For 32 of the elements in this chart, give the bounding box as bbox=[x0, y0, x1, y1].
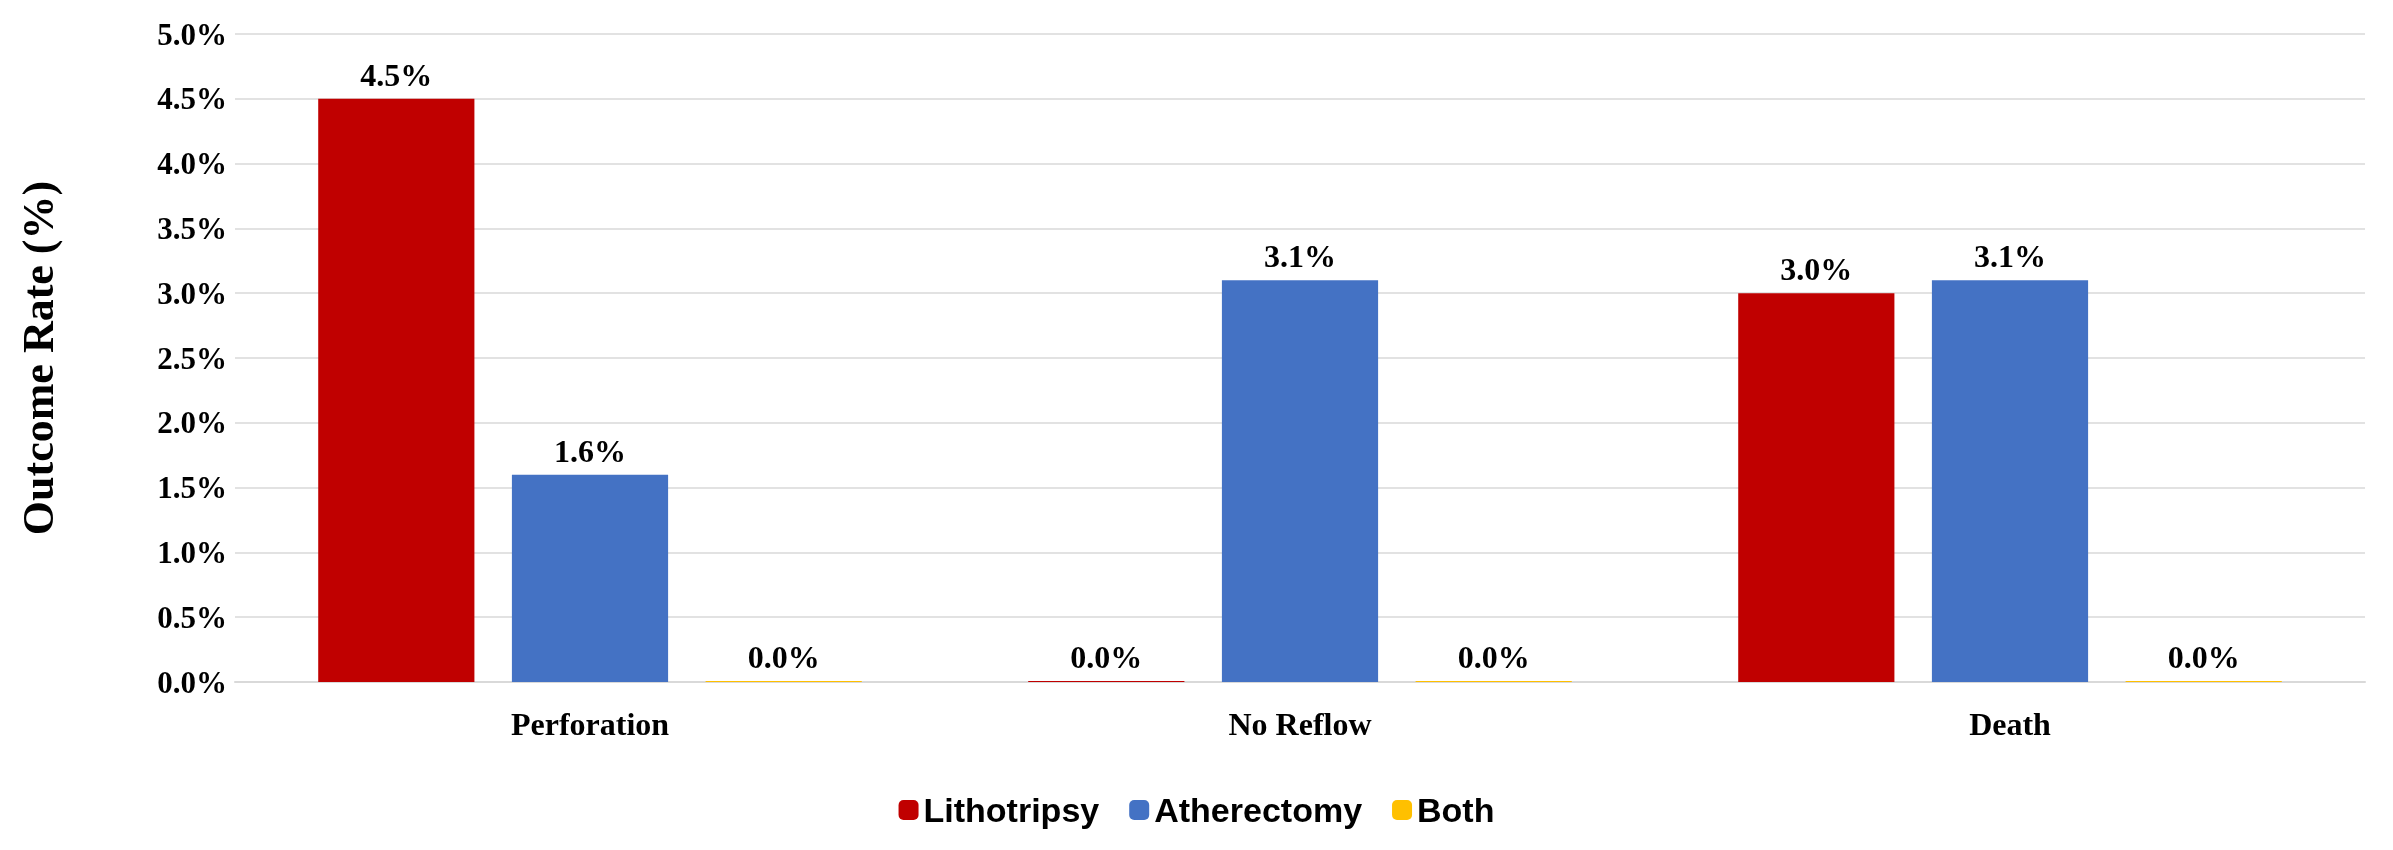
data-label: 3.1% bbox=[1974, 238, 2046, 275]
data-label: 1.6% bbox=[554, 432, 626, 469]
y-axis-title: Outcome Rate (%) bbox=[13, 180, 63, 536]
legend-label: Both bbox=[1417, 791, 1495, 829]
x-tick-label: Death bbox=[1969, 706, 2052, 742]
y-tick-label: 0.5% bbox=[157, 599, 227, 635]
y-tick-label: 3.5% bbox=[157, 210, 227, 246]
data-label: 4.5% bbox=[360, 56, 433, 93]
x-tick-label: No Reflow bbox=[1228, 706, 1372, 742]
bar bbox=[318, 98, 475, 682]
data-label: 0.0% bbox=[1457, 639, 1530, 675]
data-label: 3.0% bbox=[1780, 251, 1853, 288]
x-tick-label: Perforation bbox=[510, 706, 670, 742]
data-label: 3.1% bbox=[1264, 238, 1336, 275]
y-tick-label: 1.0% bbox=[157, 534, 227, 570]
bar bbox=[511, 474, 669, 682]
bar bbox=[1221, 280, 1379, 682]
y-tick-label: 2.5% bbox=[157, 340, 227, 376]
y-tick-label: 4.0% bbox=[157, 146, 227, 182]
data-label: 0.0% bbox=[1070, 639, 1143, 675]
y-tick-label: 1.5% bbox=[157, 470, 227, 506]
bar bbox=[1931, 280, 2089, 682]
y-tick-label: 4.5% bbox=[157, 81, 227, 117]
data-label: 0.0% bbox=[2167, 639, 2240, 675]
y-tick-label: 3.0% bbox=[157, 275, 227, 311]
data-label: 0.0% bbox=[747, 639, 820, 675]
bar bbox=[1738, 293, 1895, 682]
y-tick-label: 5.0% bbox=[157, 16, 227, 52]
legend-label: Lithotripsy bbox=[923, 791, 1100, 829]
legend-label: Atherectomy bbox=[1154, 791, 1363, 829]
y-tick-label: 2.0% bbox=[157, 405, 227, 441]
y-tick-label: 0.0% bbox=[157, 664, 227, 700]
